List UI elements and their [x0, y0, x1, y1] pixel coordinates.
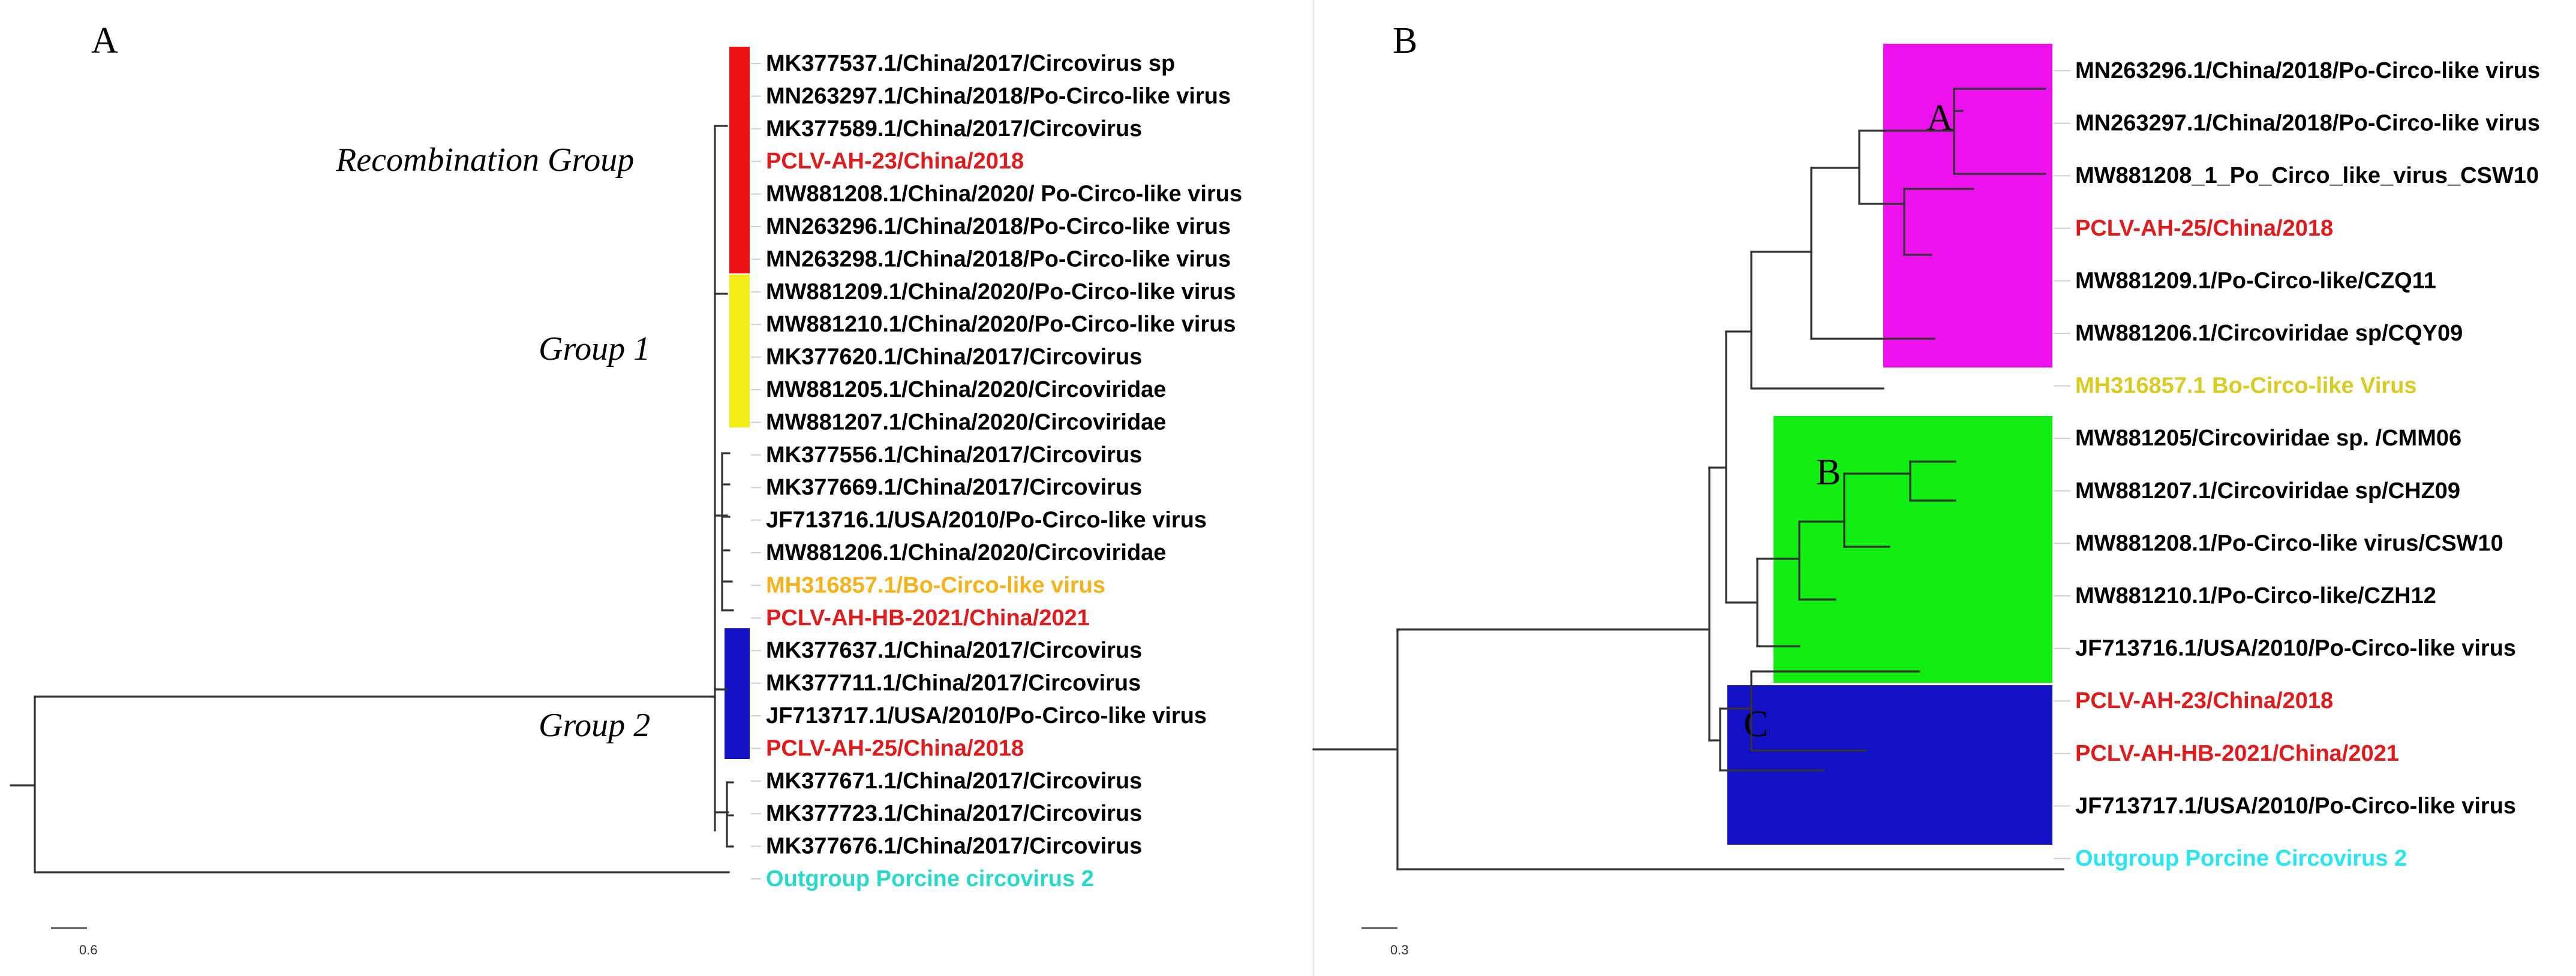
panel-b-leaf-label: PCLV-AH-25/China/2018	[2075, 216, 2333, 241]
group-1-label: Group 1	[539, 330, 650, 367]
clade-b-box	[1774, 416, 2052, 683]
panel-a-leaf-label: MK377676.1/China/2017/Circovirus	[766, 834, 1142, 859]
panel-b-leaf-label: MW881206.1/Circoviridae sp/CQY09	[2075, 321, 2463, 346]
panel-b-scale-label: 0.3	[1390, 942, 1409, 957]
panel-a-leaf-label: MW881205.1/China/2020/Circoviridae	[766, 377, 1166, 402]
panel-a-leaf-label: Outgroup Porcine circovirus 2	[766, 866, 1094, 891]
panel-b-leaf-label: Outgroup Porcine Circovirus 2	[2075, 846, 2407, 871]
panel-a-leaf-label: MW881210.1/China/2020/Po-Circo-like viru…	[766, 312, 1236, 337]
panel-a-leaf-label: MK377556.1/China/2017/Circovirus	[766, 442, 1142, 468]
clade-a-box	[1883, 44, 2052, 367]
panel-a-leaf-labels: MK377537.1/China/2017/Circovirus sp MN263…	[751, 51, 1242, 891]
panel-b-leaf-label: MW881210.1/Po-Circo-like/CZH12	[2075, 583, 2436, 609]
panel-a-leaf-label: MH316857.1/Bo-Circo-like virus	[766, 573, 1105, 598]
panel-b-leaf-label: MW881208.1/Po-Circo-like virus/CSW10	[2075, 531, 2503, 556]
panel-a-tree-branches	[10, 125, 734, 873]
panel-b-leaf-label: MW881209.1/Po-Circo-like/CZQ11	[2075, 268, 2436, 293]
panel-a-leaf-label: MW881208.1/China/2020/ Po-Circo-like vir…	[766, 182, 1242, 207]
clade-c-box	[1727, 685, 2052, 845]
panel-a-leaf-label: MK377589.1/China/2017/Circovirus	[766, 116, 1142, 141]
panel-b-leaf-label: MW881208_1_Po_Circo_like_virus_CSW10	[2075, 163, 2539, 188]
group-2-label: Group 2	[539, 707, 650, 744]
panel-b-leaf-label: PCLV-AH-HB-2021/China/2021	[2075, 741, 2399, 766]
panel-b-leaf-label: JF713717.1/USA/2010/Po-Circo-like virus	[2075, 793, 2516, 818]
panel-b-leaf-label: MW881207.1/Circoviridae sp/CHZ09	[2075, 478, 2460, 504]
panel-a-leaf-label: MN263297.1/China/2018/Po-Circo-like viru…	[766, 83, 1231, 109]
panel-b-tree-branches	[1312, 88, 2064, 870]
panel-a-leaf-label: PCLV-AH-HB-2021/China/2021	[766, 606, 1090, 631]
panel-b-leaf-labels: MN263296.1/China/2018/Po-Circo-like viru…	[2054, 58, 2540, 871]
panel-a-leaf-label: MN263296.1/China/2018/Po-Circo-like viru…	[766, 214, 1231, 239]
panel-b-leaf-label: MN263296.1/China/2018/Po-Circo-like viru…	[2075, 58, 2540, 83]
panel-b-leaf-label: MW881205/Circoviridae sp. /CMM06	[2075, 426, 2461, 451]
group-1-bar	[729, 275, 750, 427]
panel-a-leaf-label: MW881207.1/China/2020/Circoviridae	[766, 409, 1166, 435]
panel-b: B A B C	[1312, 20, 2540, 957]
panel-a-leaf-label: MK377620.1/China/2017/Circovirus	[766, 345, 1142, 370]
clade-c-label: C	[1744, 704, 1768, 745]
panel-b-leaf-label: JF713716.1/USA/2010/Po-Circo-like virus	[2075, 636, 2516, 661]
panel-a-leaf-label: PCLV-AH-23/China/2018	[766, 149, 1024, 174]
panel-b-leaf-label: MN263297.1/China/2018/Po-Circo-like viru…	[2075, 111, 2540, 136]
panel-b-label: B	[1393, 20, 1417, 61]
panel-a-leaf-label: MK377537.1/China/2017/Circovirus sp	[766, 51, 1175, 76]
clade-b-label: B	[1816, 452, 1841, 493]
panel-a: A Reco	[10, 20, 1242, 957]
panel-a-leaf-label: PCLV-AH-25/China/2018	[766, 736, 1024, 761]
panel-a-leaf-label: MK377669.1/China/2017/Circovirus	[766, 475, 1142, 500]
panel-a-leaf-label: JF713716.1/USA/2010/Po-Circo-like virus	[766, 508, 1207, 533]
recombination-group-bar	[729, 47, 750, 273]
panel-a-label: A	[91, 20, 118, 61]
panel-a-leaf-label: MK377637.1/China/2017/Circovirus	[766, 638, 1142, 663]
panel-a-scale-label: 0.6	[79, 942, 98, 957]
panel-a-leaf-label: MW881209.1/China/2020/Po-Circo-like viru…	[766, 279, 1236, 305]
panel-b-leaf-label: PCLV-AH-23/China/2018	[2075, 688, 2333, 713]
panel-a-leaf-label: MN263298.1/China/2018/Po-Circo-like viru…	[766, 246, 1231, 272]
panel-a-leaf-label: JF713717.1/USA/2010/Po-Circo-like virus	[766, 703, 1207, 728]
recombination-group-label: Recombination Group	[335, 141, 634, 179]
panel-a-leaf-label: MK377711.1/China/2017/Circovirus	[766, 671, 1141, 696]
clade-a-label: A	[1926, 98, 1953, 138]
panel-b-leaf-label: MH316857.1 Bo-Circo-like Virus	[2075, 373, 2417, 399]
panel-a-leaf-label: MK377671.1/China/2017/Circovirus	[766, 769, 1142, 794]
group-2-bar	[725, 628, 750, 759]
panel-a-leaf-label: MW881206.1/China/2020/Circoviridae	[766, 540, 1166, 565]
panel-a-leaf-label: MK377723.1/China/2017/Circovirus	[766, 801, 1142, 826]
